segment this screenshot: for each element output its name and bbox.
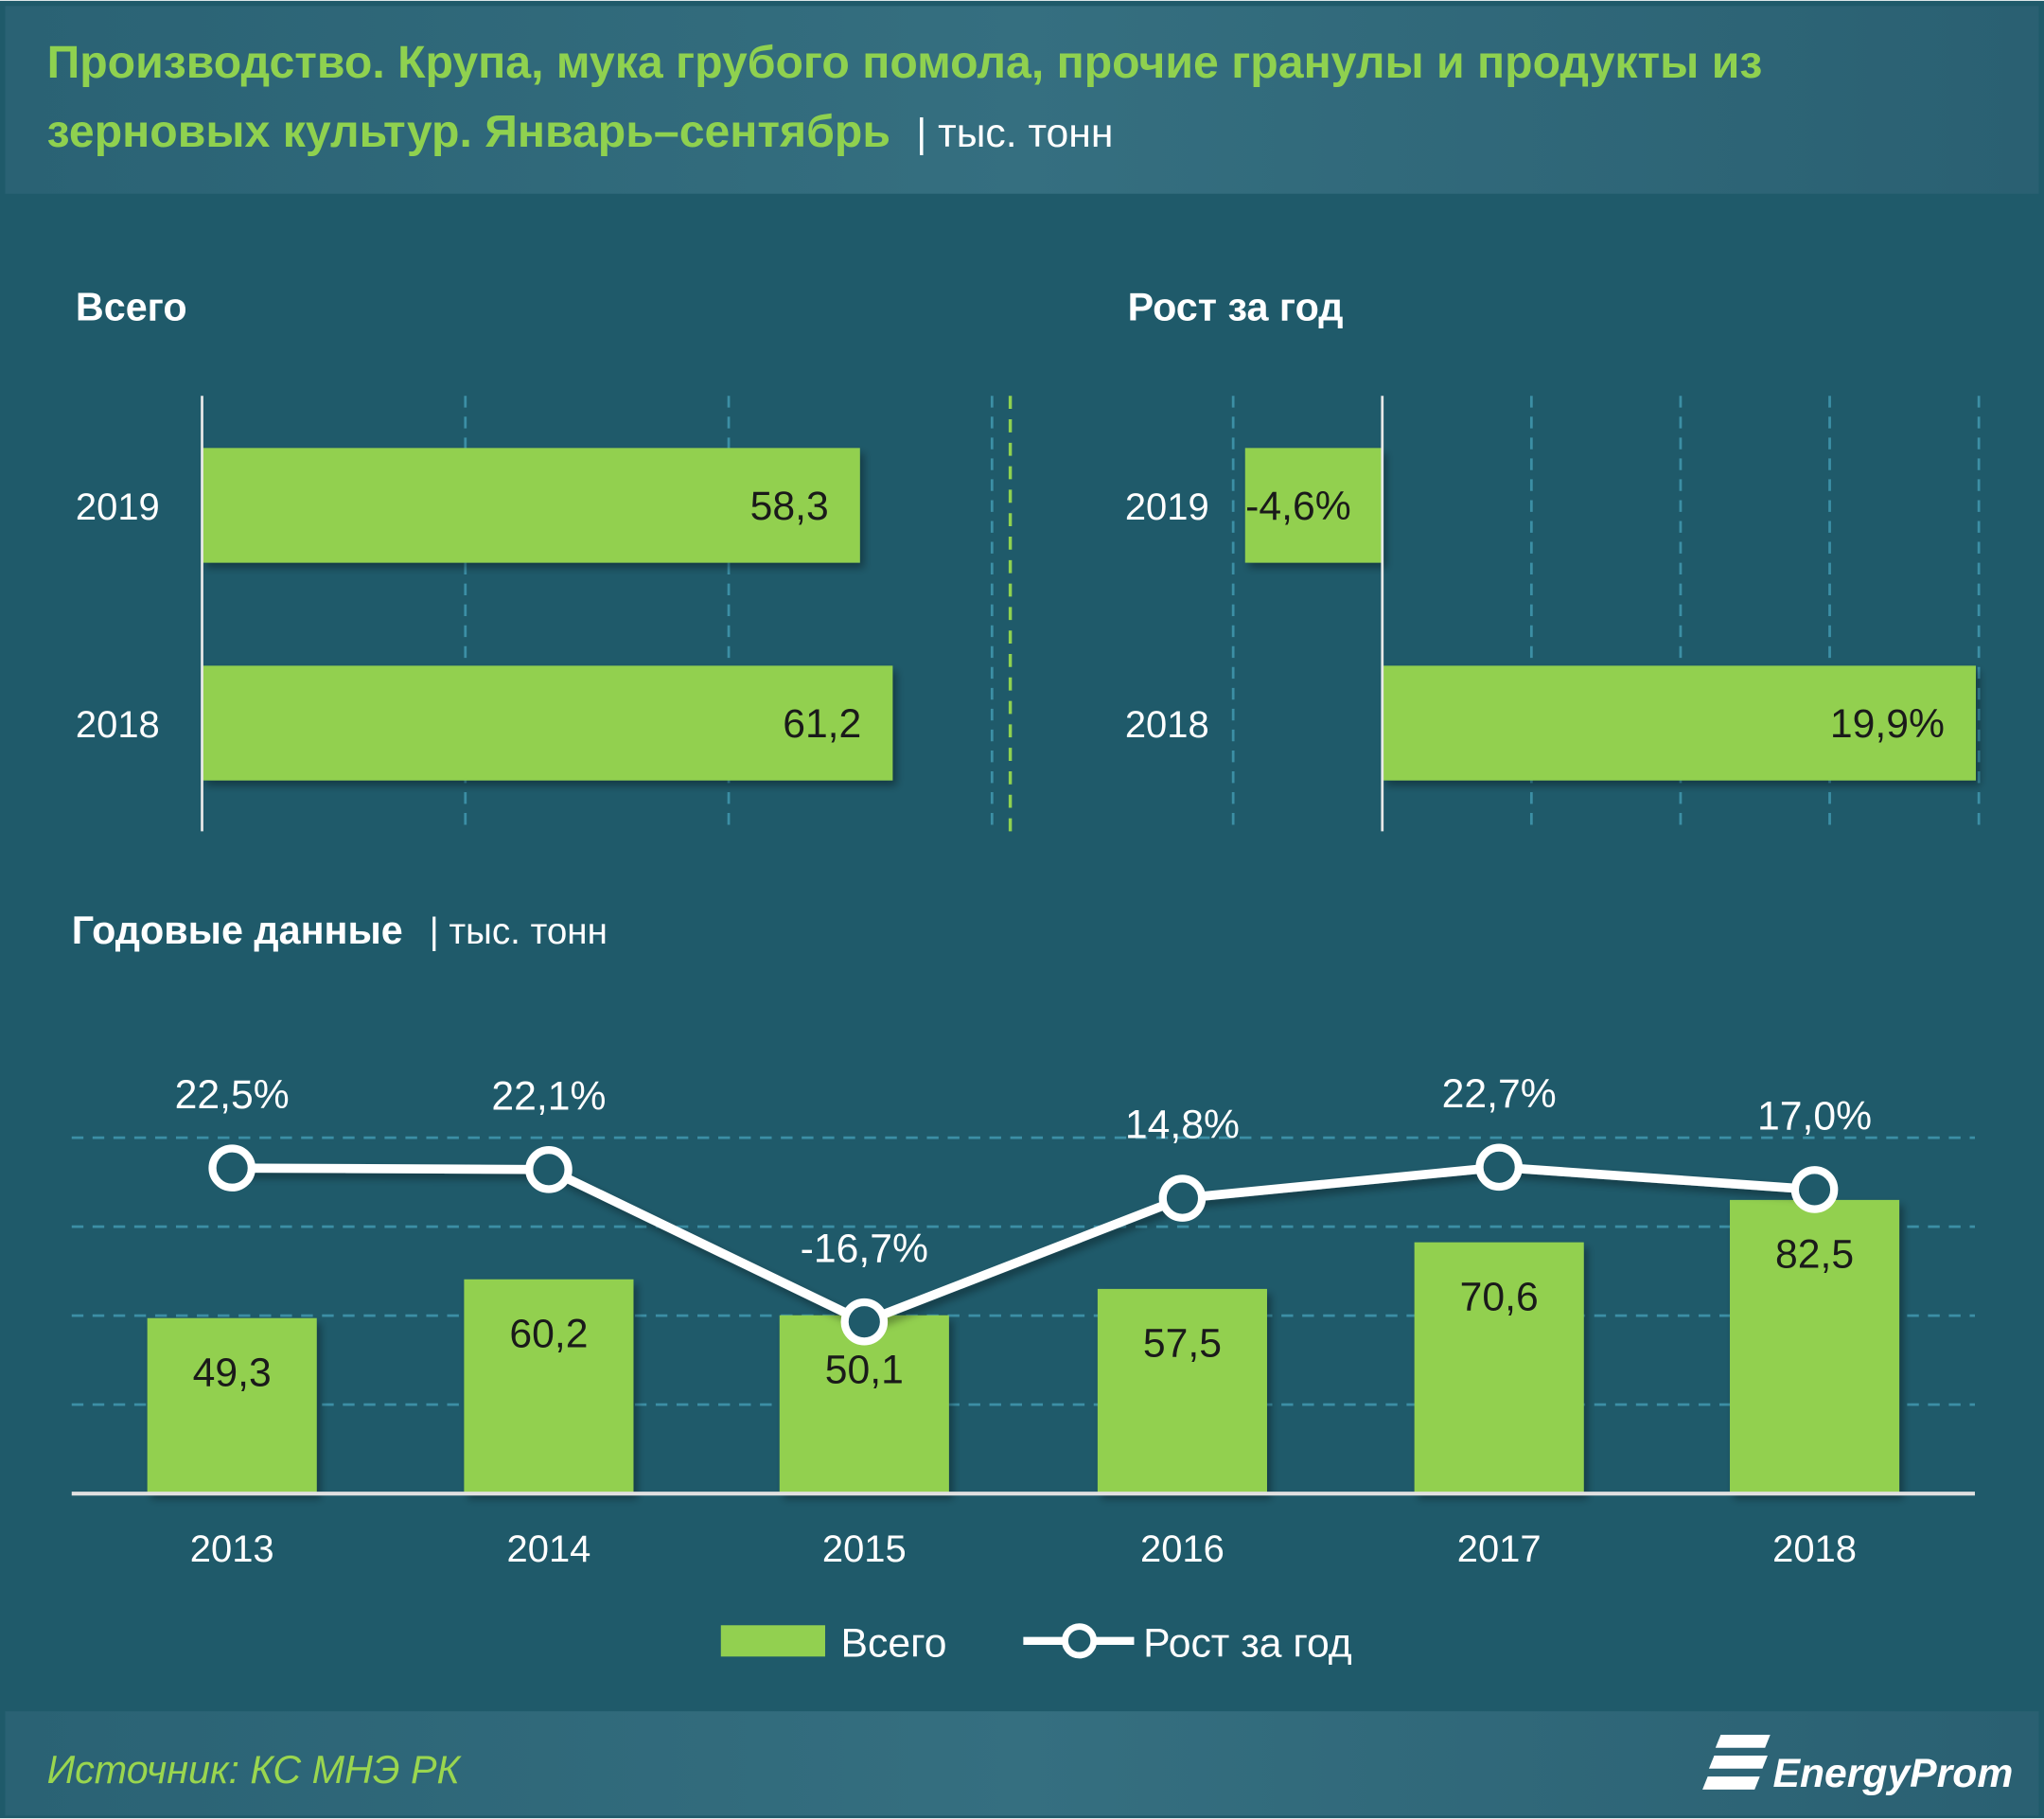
title-line2: зерновых культур. Январь–сентябрь | тыс.… [47,106,1114,157]
legend-swatch-bar [720,1625,825,1657]
legend-label-bar: Всего [841,1620,947,1666]
chart3-title-text: Годовые данные [72,909,403,952]
x-tick-label: 2017 [1457,1528,1542,1570]
x-tick-label: 2014 [507,1528,591,1570]
x-tick-label: 2013 [190,1528,274,1570]
title-unit: | тыс. тонн [916,111,1113,156]
category-label: 2019 [1125,486,1209,528]
logo-mark-icon [1702,1734,1771,1790]
bar-value-label: 58,3 [750,484,829,529]
bar-value-label: 70,6 [1460,1274,1539,1319]
growth-line [232,1162,1815,1327]
x-tick-label: 2016 [1140,1528,1225,1570]
bar [202,448,860,563]
energyprom-logo: EnergyProm [1702,1734,2013,1796]
x-tick-label: 2015 [822,1528,907,1570]
growth-value-label: 22,7% [1442,1071,1557,1117]
legend-marker [1062,1623,1098,1659]
category-label: 2019 [76,486,160,528]
growth-point [525,1145,573,1193]
bar [1414,1242,1584,1494]
growth-value-label: 22,1% [491,1073,606,1119]
bar [1097,1288,1267,1494]
bar [202,665,893,781]
bar-value-label: -4,6% [1245,484,1351,529]
bar [147,1317,317,1494]
growth-value-label: 17,0% [1757,1094,1872,1139]
growth-point [1790,1166,1839,1213]
bar-value-label: 60,2 [509,1311,588,1356]
legend-label-line: Рост за год [1143,1620,1352,1666]
header-band [5,6,2039,194]
bar-value-label: 61,2 [783,701,861,747]
chart-total: 58,3 2019 61,2 2018 [76,396,994,832]
title-line1: Производство. Крупа, мука грубого помола… [47,37,1763,88]
source-note: Источник: КС МНЭ РК [47,1748,463,1792]
category-label: 2018 [1125,704,1209,746]
chart3-title: Годовые данные | тыс. тонн [72,909,608,952]
growth-value-label: -16,7% [801,1226,928,1271]
bar [1382,665,1976,781]
category-label: 2018 [76,704,160,746]
footer-band [5,1711,2039,1816]
bar-value-label: 50,1 [825,1347,904,1392]
chart-growth: -4,6% 2019 19,9% 2018 [1125,396,1981,832]
growth-point [1158,1174,1207,1222]
growth-point [1475,1143,1523,1192]
growth-point [208,1144,256,1192]
legend: Всего Рост за год [720,1620,1352,1666]
bar [1244,448,1383,563]
bar-value-label: 49,3 [193,1350,272,1395]
chart3-unit: | тыс. тонн [430,911,608,952]
bar-value-label: 82,5 [1775,1232,1854,1278]
chart-annual: 49,3 2013 60,2 2014 50,1 2015 57,5 2016 70,6 2017… [71,1071,1975,1570]
logo-text: EnergyProm [1772,1751,2013,1796]
bar-value-label: 57,5 [1143,1321,1222,1367]
chart2-title: Рост за год [1128,285,1344,328]
growth-value-label: 14,8% [1125,1103,1240,1148]
x-tick-label: 2018 [1772,1528,1857,1570]
bar [464,1279,634,1494]
chart1-title: Всего [76,285,187,328]
growth-point [840,1298,889,1346]
title-line2-text: зерновых культур. Январь–сентябрь [47,106,890,157]
growth-value-label: 22,5% [175,1072,290,1118]
bar-value-label: 19,9% [1830,701,1945,747]
bar [1730,1199,1900,1494]
